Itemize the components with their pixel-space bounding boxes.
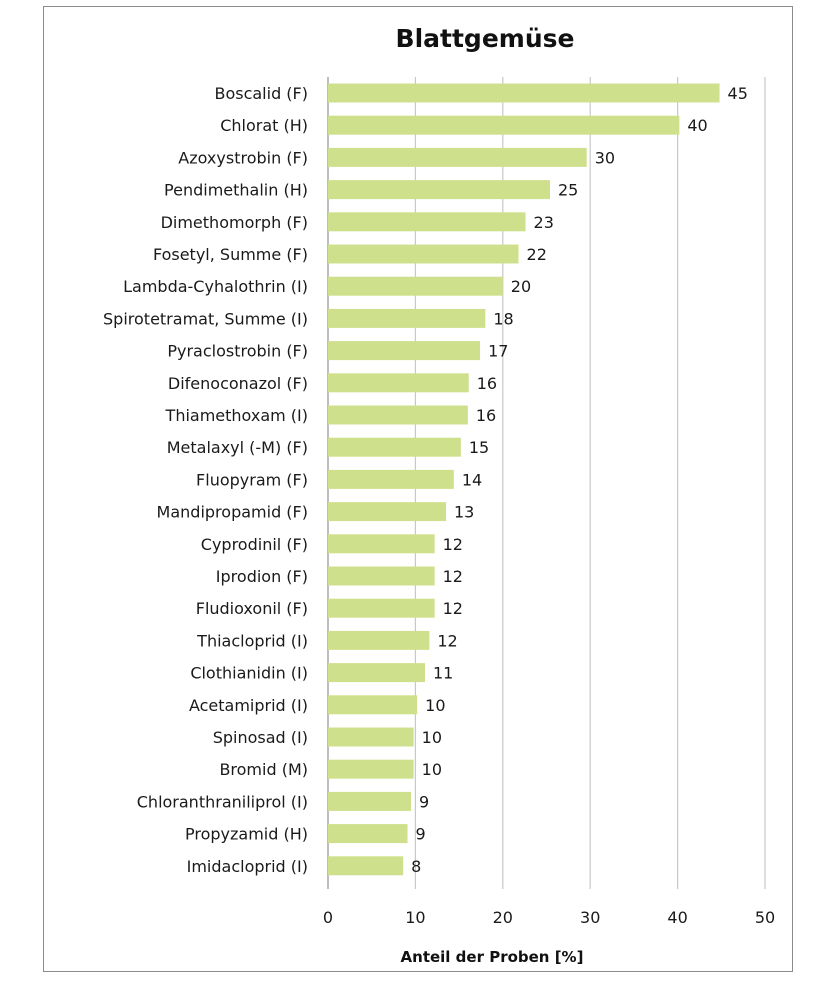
data-label: 16 [476,406,496,425]
bar [328,502,446,522]
bar [328,405,468,425]
data-label: 45 [728,84,748,103]
category-label: Spinosad (I) [213,728,308,747]
category-label: Pendimethalin (H) [164,181,308,200]
x-axis-ticks: 0 10 20 30 40 50 [323,908,775,927]
data-label: 12 [443,599,463,618]
category-label: Dimethomorph (F) [161,213,308,232]
data-label: 30 [595,148,615,167]
bar [328,824,408,844]
bar [328,856,404,876]
category-label: Difenoconazol (F) [168,374,308,393]
category-label: Clothianidin (I) [190,664,308,683]
category-label: Fludioxonil (F) [196,599,308,618]
data-label: 8 [411,857,421,876]
bar [328,727,414,747]
category-label: Bromid (M) [219,760,308,779]
x-tick-label: 20 [493,908,513,927]
data-label: 18 [493,309,513,328]
bar [328,83,720,103]
data-label: 12 [443,535,463,554]
data-label: 10 [422,760,442,779]
category-label: Pyraclostrobin (F) [167,342,308,361]
leaf-vegetable-bar-chart: Boscalid (F) Chlorat (H) Azoxystrobin (F) P… [103,24,775,966]
data-label: 14 [462,470,482,489]
bar [328,663,426,683]
data-label: 9 [419,792,429,811]
category-label: Lambda-Cyhalothrin (I) [123,277,308,296]
bar [328,566,435,586]
bars [328,83,720,876]
bar [328,759,414,779]
category-label: Spirotetramat, Summe (I) [103,309,308,328]
bar [328,469,454,489]
category-label: Chlorat (H) [220,116,308,135]
x-tick-label: 30 [580,908,600,927]
bar [328,115,680,135]
data-label: 10 [422,728,442,747]
category-label: Acetamiprid (I) [189,696,308,715]
chart-frame: Boscalid (F) Chlorat (H) Azoxystrobin (F) P… [43,6,793,972]
category-label: Azoxystrobin (F) [178,148,308,167]
data-label: 16 [477,374,497,393]
data-label: 25 [558,181,578,200]
bar [328,598,435,618]
bar [328,630,430,650]
category-label: Metalaxyl (-M) (F) [167,438,308,457]
data-label: 10 [425,696,445,715]
bar [328,308,486,328]
data-label: 15 [469,438,489,457]
category-label: Iprodion (F) [216,567,308,586]
category-label: Mandipropamid (F) [157,503,308,522]
bar [328,791,412,811]
bar [328,373,469,393]
x-tick-label: 40 [667,908,687,927]
category-label: Cyprodinil (F) [201,535,308,554]
data-label: 12 [443,567,463,586]
bar [328,534,435,554]
category-label: Fosetyl, Summe (F) [153,245,308,264]
bar [328,244,519,264]
category-label: Thiacloprid (I) [196,631,308,650]
category-label: Chloranthraniliprol (I) [137,792,308,811]
data-label: 17 [488,342,508,361]
bar [328,147,587,167]
data-label: 20 [511,277,531,296]
category-label: Boscalid (F) [214,84,308,103]
category-label: Propyzamid (H) [185,825,308,844]
x-tick-label: 50 [755,908,775,927]
data-label: 11 [433,664,453,683]
data-label: 40 [687,116,707,135]
data-label: 12 [437,631,457,650]
data-label: 23 [534,213,554,232]
bar [328,695,418,715]
x-tick-label: 0 [323,908,333,927]
data-label: 13 [454,503,474,522]
bar [328,437,461,457]
chart-title: Blattgemüse [396,24,575,53]
bar [328,180,550,200]
category-labels: Boscalid (F) Chlorat (H) Azoxystrobin (F) P… [103,84,308,876]
bar [328,276,503,296]
category-label: Thiamethoxam (I) [165,406,308,425]
data-label: 9 [416,825,426,844]
x-tick-label: 10 [405,908,425,927]
category-label: Imidacloprid (I) [187,857,308,876]
category-label: Fluopyram (F) [196,470,308,489]
data-label: 22 [527,245,547,264]
bar [328,341,481,361]
bar [328,212,526,232]
x-axis-title: Anteil der Proben [%] [401,948,584,966]
